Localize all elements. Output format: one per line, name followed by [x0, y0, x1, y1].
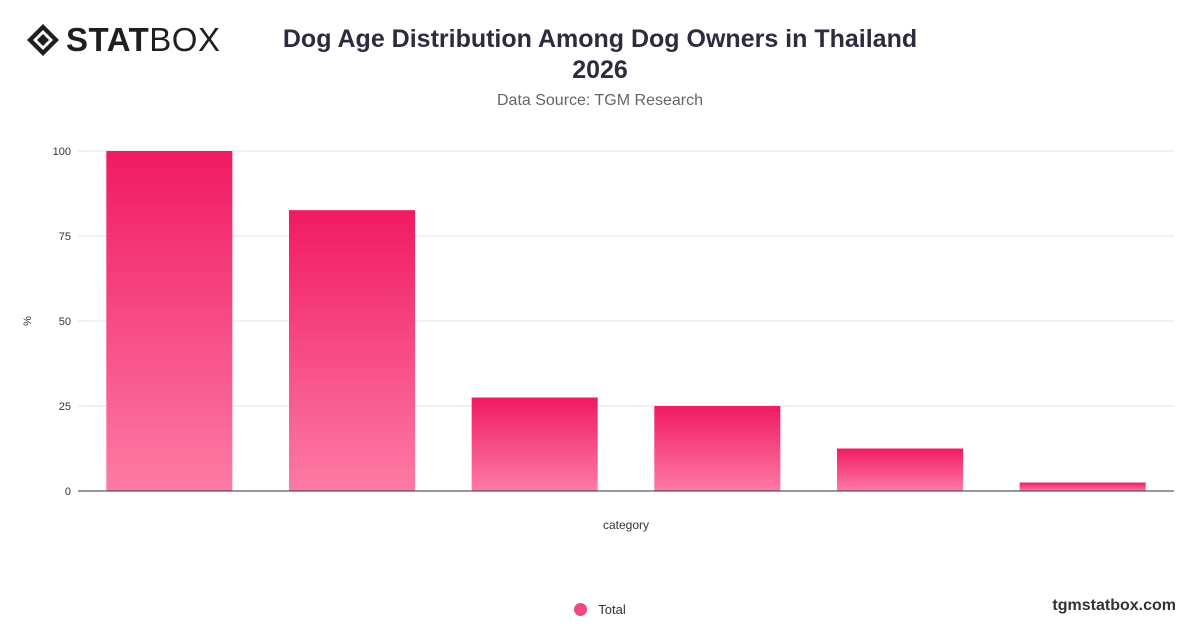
y-axis-label: % — [22, 316, 34, 326]
bar[interactable] — [654, 406, 781, 491]
y-axis-ticks: 0 25 50 75 100 — [53, 146, 71, 498]
bars — [106, 151, 1146, 492]
bar[interactable] — [106, 151, 233, 491]
bar[interactable] — [836, 448, 964, 492]
diamond-logo-icon — [27, 24, 59, 56]
logo-text-light: BOX — [149, 21, 221, 58]
chart-title-line2: 2026 — [572, 56, 628, 84]
bar[interactable] — [471, 397, 598, 492]
legend[interactable]: Total — [0, 602, 1200, 617]
y-tick-label: 25 — [59, 401, 71, 413]
y-tick-label: 50 — [59, 316, 71, 328]
grid-lines — [78, 150, 1174, 407]
x-axis-label: category — [603, 518, 649, 532]
legend-swatch — [574, 603, 588, 616]
y-tick-label: 0 — [65, 486, 71, 498]
y-tick-label: 100 — [53, 146, 71, 158]
legend-label: Total — [598, 602, 626, 617]
chart-title: Dog Age Distribution Among Dog Owners in… — [250, 24, 950, 86]
statbox-logo[interactable]: STATBOX — [26, 22, 220, 58]
logo-text-bold: STAT — [66, 21, 150, 58]
bar[interactable] — [288, 210, 416, 491]
bar[interactable] — [1019, 482, 1146, 492]
site-url[interactable]: tgmstatbox.com — [1052, 597, 1176, 614]
chart-subtitle: Data Source: TGM Research — [496, 92, 703, 109]
chart-title-line1: Dog Age Distribution Among Dog Owners in… — [282, 25, 918, 53]
y-tick-label: 75 — [59, 231, 71, 243]
